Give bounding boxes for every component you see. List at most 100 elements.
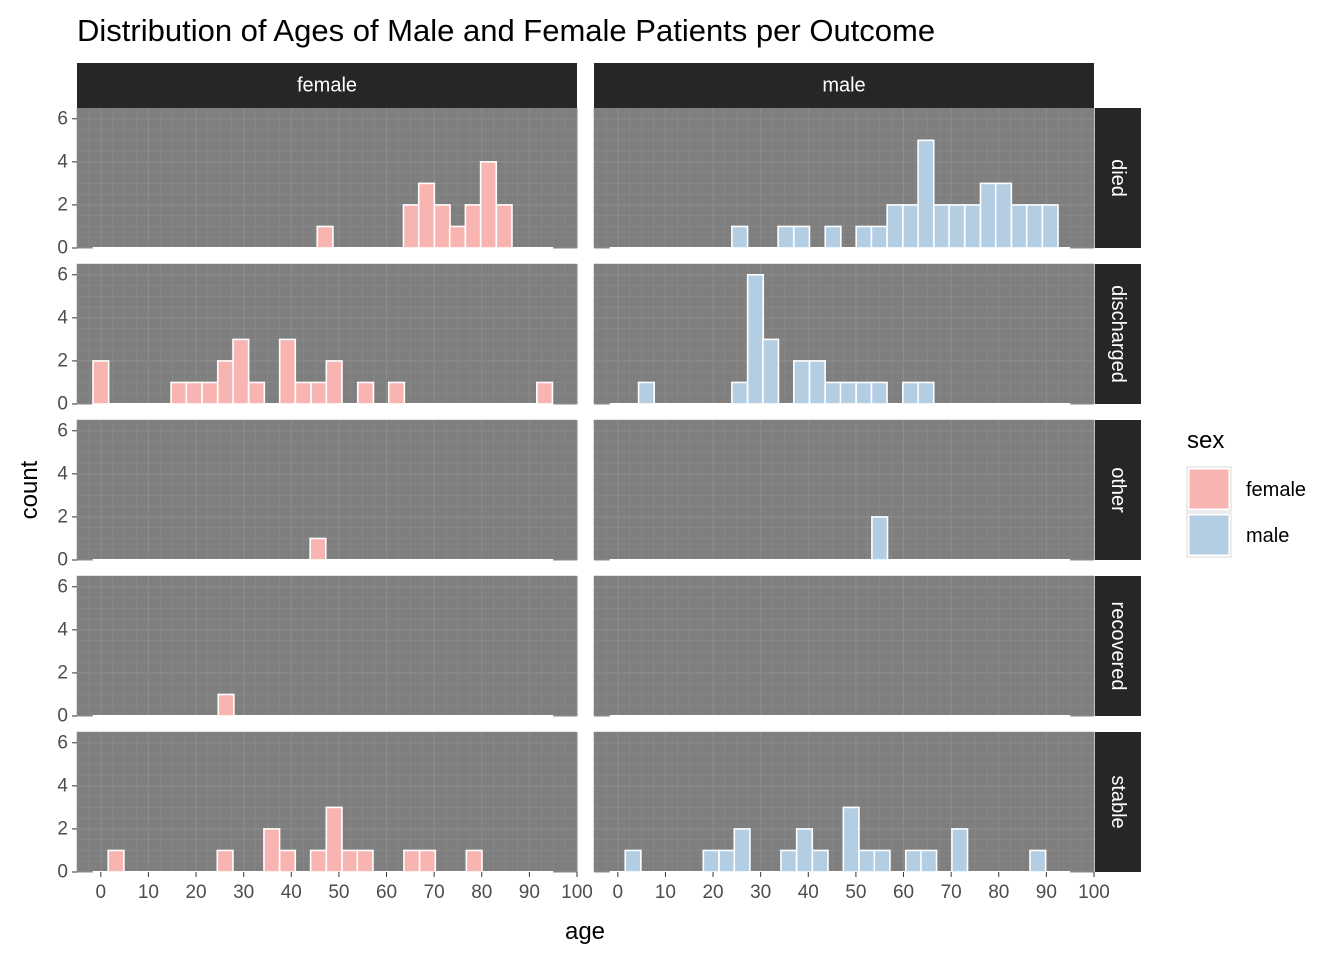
facet-panels [76,107,1095,873]
panel-female-other [76,419,578,561]
x-tick-label: 50 [328,882,349,903]
bar-male-stable [951,828,969,873]
bar-male-discharged [731,381,749,405]
x-tick-label: 0 [613,882,624,903]
bar-female-stable [216,849,234,873]
bar-female-discharged [294,381,312,405]
x-tick-label: 80 [988,882,1009,903]
panel-female-recovered [76,575,578,717]
bar-female-discharged [185,381,203,405]
bar-male-stable [904,849,923,873]
y-tick-label: 2 [57,662,68,683]
bar-male-other [871,516,889,561]
bar-male-discharged [746,273,765,405]
bar-female-stable [403,849,421,873]
bar-female-discharged [92,360,110,405]
y-tick-label: 6 [57,420,68,441]
strip-column-label: female [297,75,357,97]
legend-label-male: male [1246,525,1289,547]
strip-row-background [1095,264,1141,404]
bar-female-other [309,537,327,561]
x-tick-label: 30 [233,882,254,903]
legend-key-male [1188,514,1230,556]
bar-female-stable [263,828,281,873]
x-tick-label: 80 [471,882,492,903]
bar-female-died [464,204,482,249]
bar-male-stable [842,806,860,873]
bar-female-died [479,161,498,249]
strip-column-background [594,63,1094,108]
x-tick-label: 60 [376,882,397,903]
y-tick-label: 2 [57,818,68,839]
x-tick-label: 0 [96,882,107,903]
panel-female-stable [76,731,578,873]
x-tick-label: 20 [185,882,206,903]
bar-male-stable [624,849,642,873]
panel-male-stable [593,731,1095,873]
bar-male-died [979,182,997,249]
panel-female-died [76,107,578,249]
x-tick-label: 90 [519,882,540,903]
bar-female-discharged [201,381,219,405]
y-tick-label: 0 [57,238,68,259]
y-tick-label: 6 [57,576,68,597]
bar-male-died [855,225,873,249]
x-tick-label: 70 [941,882,962,903]
strip-row-label: recovered [1107,602,1129,691]
bar-male-stable [718,849,736,873]
strip-row-label: other [1107,467,1129,513]
y-tick-label: 0 [57,550,68,571]
y-tick-label: 6 [57,264,68,285]
x-tick-label: 70 [424,882,445,903]
y-tick-label: 2 [57,506,68,527]
x-tick-label: 60 [893,882,914,903]
x-tick-label: 10 [655,882,676,903]
bar-male-discharged [808,360,826,405]
bar-female-died [417,182,436,249]
bar-male-discharged [855,381,873,405]
strip-row-label: died [1107,159,1129,197]
y-tick-label: 4 [57,151,68,172]
y-tick-label: 4 [57,307,68,328]
panel-male-recovered [593,575,1095,717]
x-tick-label: 30 [750,882,771,903]
bar-female-stable [278,849,297,873]
strip-row-background [1095,108,1141,248]
bar-female-stable [465,849,483,873]
bar-female-stable [341,849,359,873]
bar-female-died [495,204,513,249]
bar-male-died [824,225,842,249]
bar-female-recovered [217,693,235,717]
y-tick-label: 0 [57,706,68,727]
legend-key-female [1188,468,1230,510]
bar-female-discharged [310,381,328,405]
y-tick-label: 4 [57,463,68,484]
bar-female-died [433,204,451,249]
bar-female-stable [418,849,437,873]
bar-male-stable [1029,849,1047,873]
bar-female-discharged [325,360,343,405]
bar-male-discharged [870,381,888,405]
bar-female-stable [325,806,343,873]
y-tick-label: 4 [57,775,68,796]
bar-male-stable [811,849,829,873]
bar-female-discharged [216,360,235,405]
strip-row-label: discharged [1107,285,1129,383]
bar-male-stable [780,849,798,873]
bar-female-discharged [387,381,406,405]
bar-male-stable [702,849,720,873]
bar-male-died [870,225,888,249]
bar-female-stable [309,849,328,873]
bar-male-discharged [762,338,780,405]
bar-female-discharged [278,338,297,405]
bar-male-stable [858,849,876,873]
bar-male-discharged [917,381,935,405]
legend-title: sex [1187,427,1224,454]
y-tick-label: 0 [57,862,68,883]
bar-male-stable [873,849,891,873]
bar-female-stable [356,849,374,873]
y-tick-label: 2 [57,350,68,371]
x-tick-label: 90 [1036,882,1057,903]
bar-male-discharged [839,381,857,405]
panel-male-discharged [593,263,1095,405]
